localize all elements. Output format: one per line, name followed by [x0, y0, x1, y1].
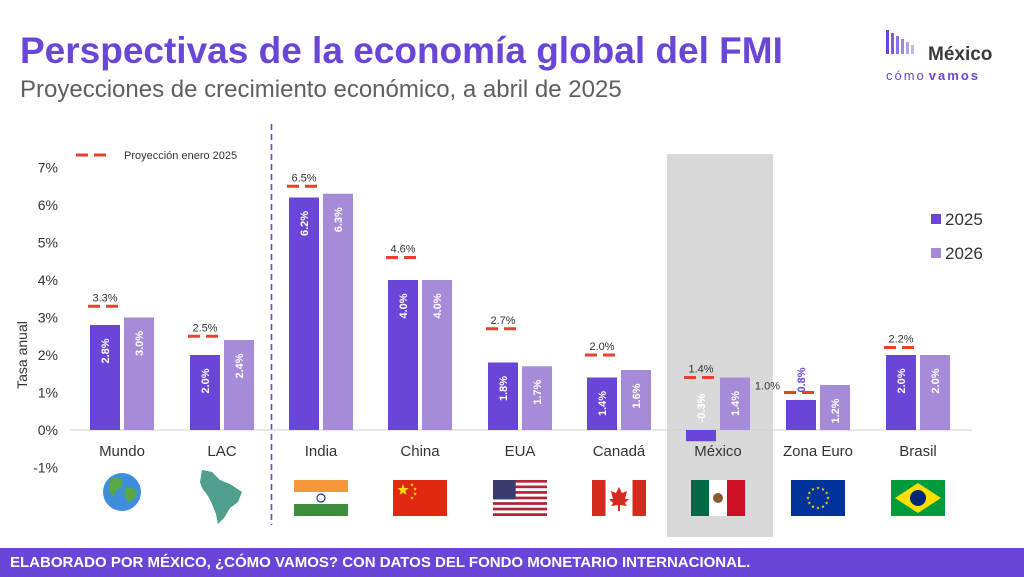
- y-tick-label: -1%: [33, 460, 58, 476]
- data-label: 1.4%: [597, 391, 609, 416]
- footer-source: ELABORADO POR MÉXICO, ¿CÓMO VAMOS? CON D…: [0, 548, 1024, 577]
- data-label: 2.8%: [100, 338, 112, 363]
- x-category-label: EUA: [505, 443, 536, 460]
- bar-2025: [587, 377, 617, 430]
- bar-2025: [488, 362, 518, 430]
- india-flag-icon: [294, 480, 348, 516]
- y-tick-label: 6%: [38, 197, 58, 213]
- x-category-label: Mundo: [99, 443, 145, 460]
- data-label: 1.4%: [730, 391, 742, 416]
- mexico-flag-icon: [691, 480, 745, 516]
- projection-label: 2.2%: [888, 334, 913, 346]
- data-label: 2.0%: [896, 368, 908, 393]
- y-tick-label: 2%: [38, 347, 58, 363]
- bar-2026: [422, 280, 452, 430]
- data-label: 2.0%: [930, 368, 942, 393]
- data-label: 4.0%: [432, 293, 444, 318]
- page-title: Perspectivas de la economía global del F…: [20, 30, 783, 71]
- usa-flag-icon: [493, 480, 547, 516]
- legend-series-2025-swatch: [931, 214, 941, 224]
- y-tick-label: 7%: [38, 160, 58, 176]
- projection-label: 1.0%: [755, 381, 780, 393]
- bar-2026: [920, 355, 950, 430]
- canada-flag-icon: [592, 480, 646, 516]
- y-axis-label: Tasa anual: [14, 321, 30, 389]
- legend-series-2026-label: 2026: [945, 244, 983, 263]
- data-label: 1.7%: [532, 379, 544, 404]
- x-category-label: China: [400, 443, 440, 460]
- data-label: 1.2%: [830, 398, 842, 423]
- highlight-band: [667, 154, 773, 537]
- globe-icon: [103, 473, 141, 511]
- data-label: 1.6%: [631, 383, 643, 408]
- logo-bars-icon: [886, 30, 914, 54]
- x-category-label: India: [305, 443, 338, 460]
- bar-2026: [224, 340, 254, 430]
- page-subtitle: Proyecciones de crecimiento económico, a…: [20, 76, 622, 103]
- bar-2026: [720, 377, 750, 430]
- bar-2025: [90, 325, 120, 430]
- bar-2025: [388, 280, 418, 430]
- projection-label: 6.5%: [291, 172, 316, 184]
- projection-label: 3.3%: [92, 292, 117, 304]
- projection-label: 2.5%: [192, 322, 217, 334]
- projection-label: 2.7%: [490, 315, 515, 327]
- eu-flag-icon: [791, 480, 845, 516]
- x-category-label: Canadá: [593, 443, 646, 460]
- data-label: 0.8%: [796, 367, 808, 392]
- y-tick-label: 1%: [38, 385, 58, 401]
- bar-2025: [289, 197, 319, 430]
- y-tick-label: 3%: [38, 310, 58, 326]
- x-category-label: Brasil: [899, 443, 937, 460]
- bar-2026: [124, 317, 154, 430]
- bar-2025: [886, 355, 916, 430]
- projection-label: 4.6%: [390, 244, 415, 256]
- logo-text-vamos: vamos: [929, 68, 980, 83]
- latin-america-map-icon: [200, 470, 242, 524]
- y-tick-label: 0%: [38, 422, 58, 438]
- logo-text-como: cómo: [886, 68, 926, 83]
- data-label: 2.0%: [200, 368, 212, 393]
- logo: México cómo vamos: [886, 30, 992, 83]
- legend-series-2025-label: 2025: [945, 210, 983, 229]
- y-tick-label: 5%: [38, 235, 58, 251]
- y-tick-label: 4%: [38, 272, 58, 288]
- legend-series-2026-swatch: [931, 248, 941, 258]
- data-label: 4.0%: [398, 293, 410, 318]
- data-label: 2.4%: [234, 353, 246, 378]
- bar-2025: [686, 430, 716, 442]
- data-label: 3.0%: [134, 331, 146, 356]
- logo-text-mexico: México: [928, 44, 992, 65]
- legend-projection-label: Proyección enero 2025: [124, 150, 237, 162]
- x-category-label: México: [694, 443, 742, 460]
- bar-2026: [820, 385, 850, 430]
- bar-2026: [522, 366, 552, 430]
- china-flag-icon: [393, 480, 447, 516]
- brazil-flag-icon: [891, 480, 945, 516]
- bar-2025: [190, 355, 220, 430]
- chart: -1% 0% 1% 2% 3% 4% 5% 6% 7% Tasa anual Proyección …: [14, 124, 983, 537]
- x-category-label: LAC: [207, 443, 236, 460]
- bar-2026: [323, 193, 353, 430]
- bar-2026: [621, 370, 651, 430]
- data-label: -0.3%: [696, 393, 708, 422]
- bar-2025: [786, 400, 816, 430]
- data-label: 1.8%: [498, 376, 510, 401]
- data-label: 6.3%: [333, 207, 345, 232]
- projection-label: 2.0%: [589, 341, 614, 353]
- data-label: 6.2%: [299, 211, 311, 236]
- x-category-label: Zona Euro: [783, 443, 853, 460]
- projection-label: 1.4%: [688, 364, 713, 376]
